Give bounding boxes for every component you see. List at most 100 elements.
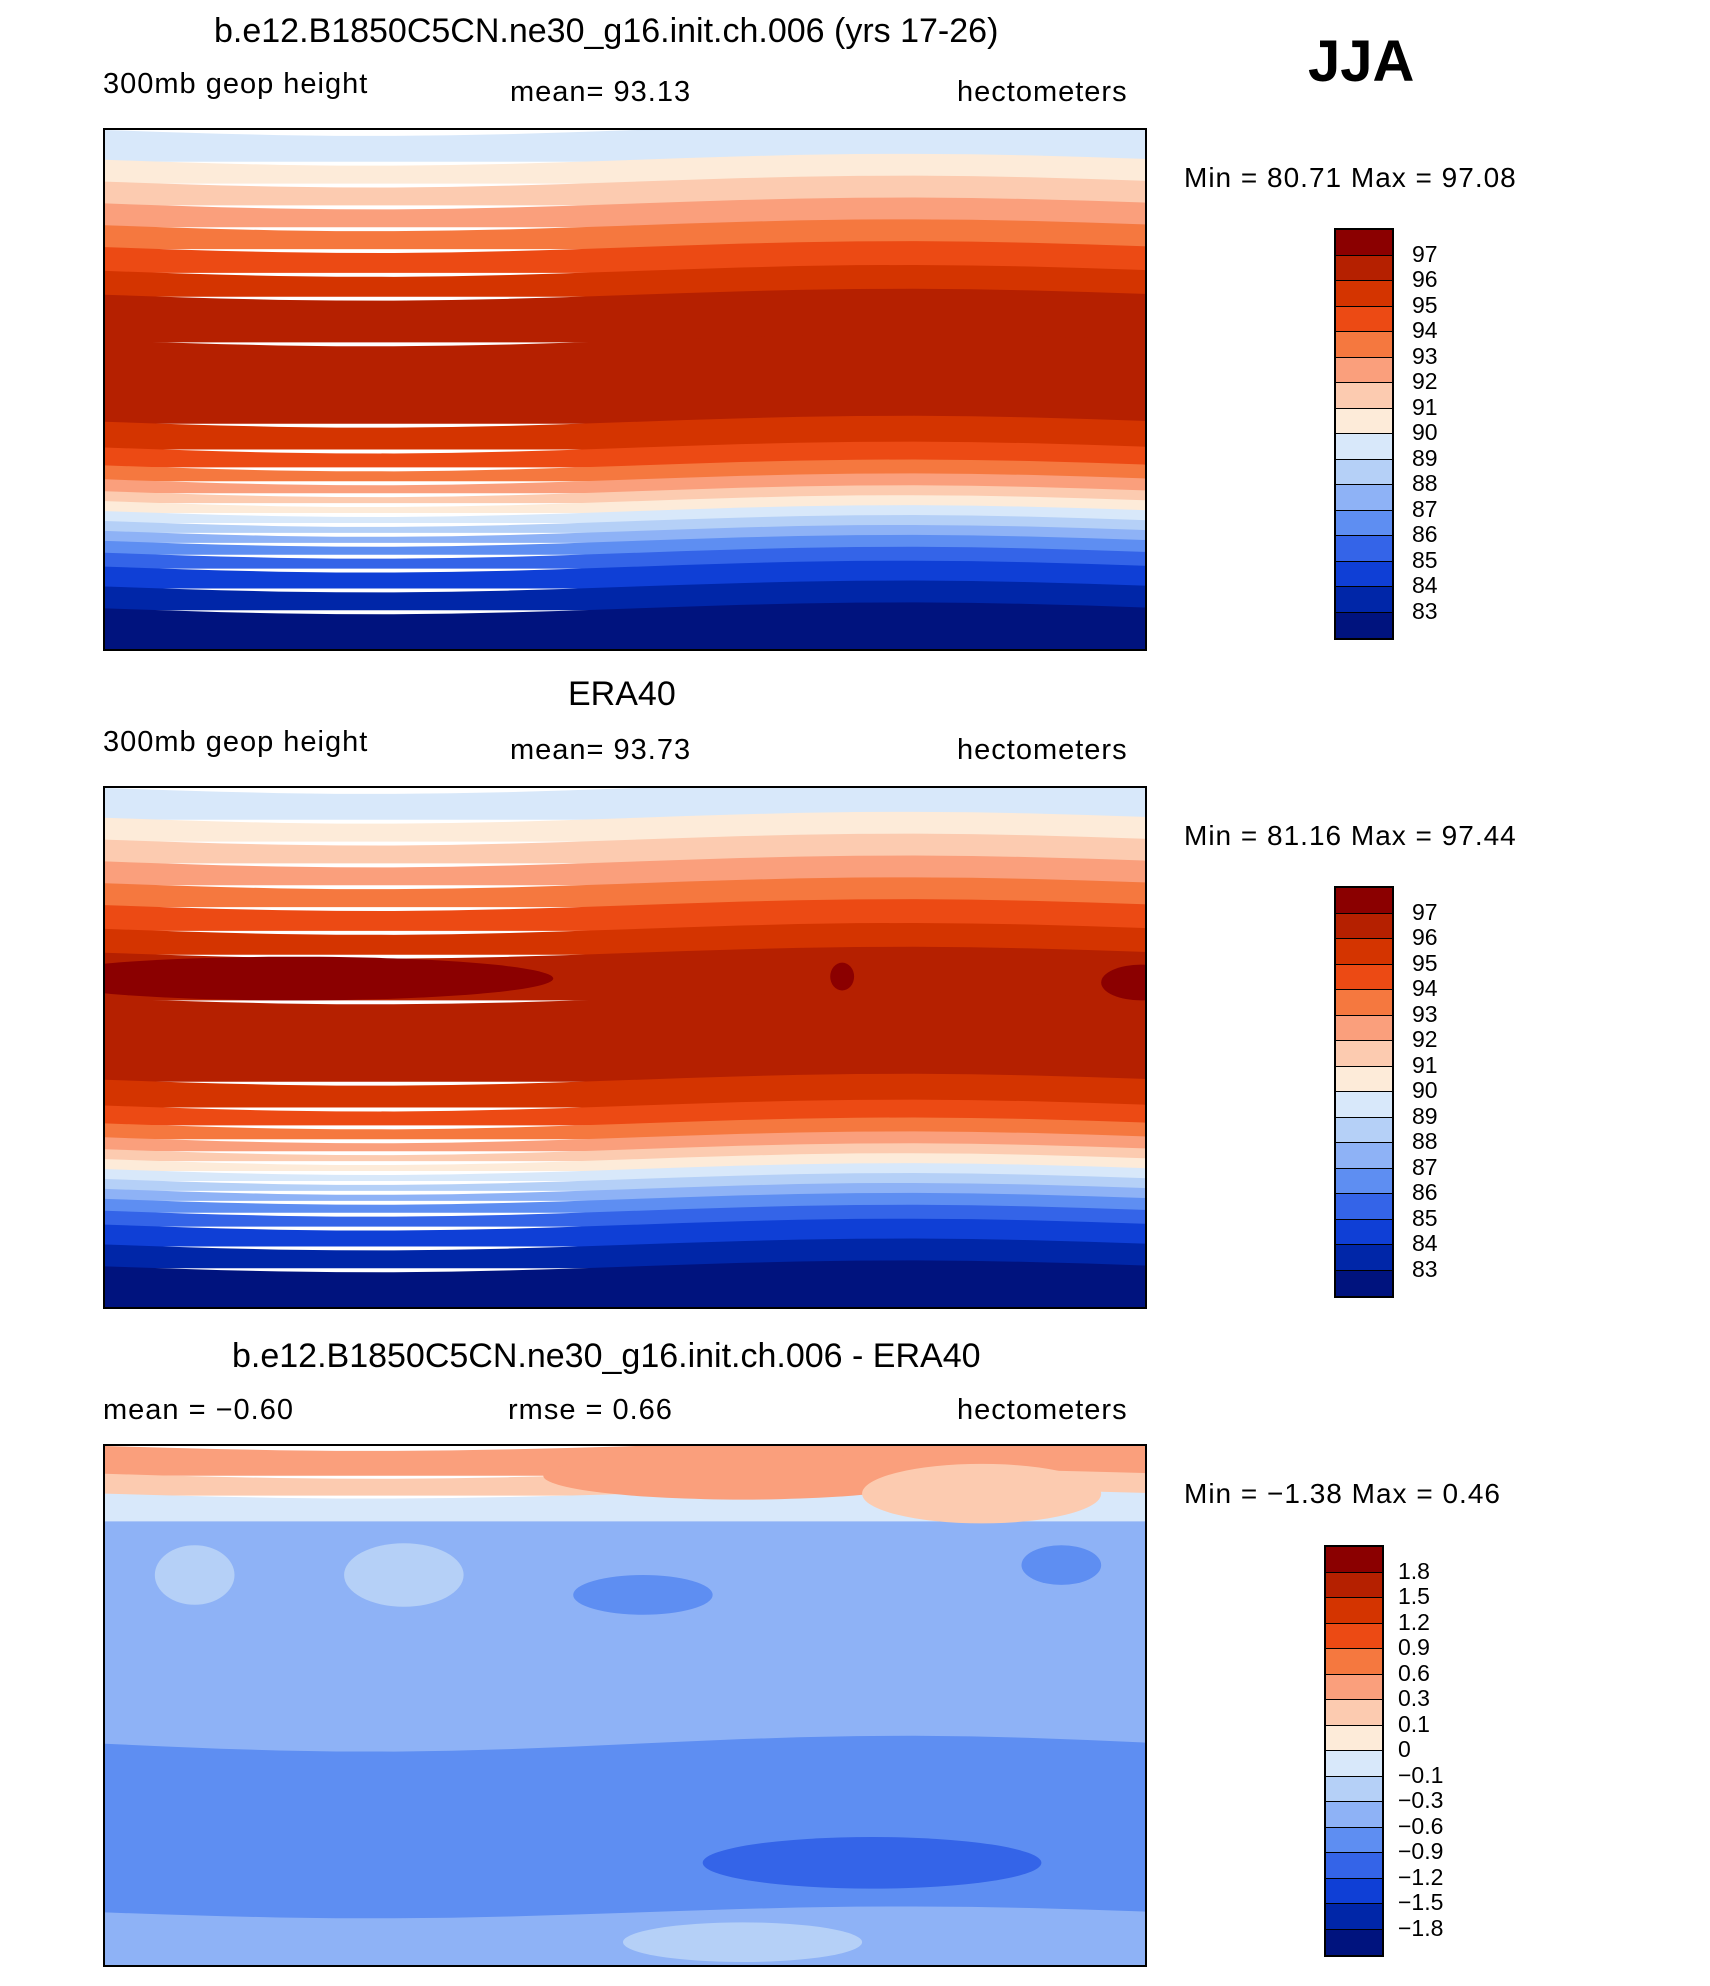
panel-1-variable-label: 300mb geop height [103,68,369,100]
contour-band [105,130,1145,162]
colorbar-label: 92 [1412,1026,1438,1052]
colorbar-label: 88 [1412,1128,1438,1154]
panel-2-title: ERA40 [568,675,676,713]
panel-3-colorbar [1324,1545,1384,1957]
colorbar-swatch [1336,536,1392,562]
contour-blob [543,1451,942,1500]
contour-band [105,334,1145,424]
contour-band [105,241,1145,273]
colorbar-label: 85 [1412,1204,1438,1231]
colorbar-label: −1.5 [1398,1889,1444,1915]
colorbar-swatch [1326,1751,1382,1777]
colorbar-swatch [1336,1015,1392,1041]
panel-3-units-label: hectometers [957,1394,1128,1426]
colorbar-swatch [1336,434,1392,460]
colorbar-label: 0 [1398,1736,1411,1762]
colorbar-label: 96 [1412,266,1438,292]
colorbar-swatch [1336,1041,1392,1067]
colorbar-label: 89 [1412,1102,1438,1129]
panel-3-map [103,1444,1147,1967]
colorbar-swatch [1326,1572,1382,1598]
colorbar-label: 92 [1412,368,1438,394]
colorbar-label: 94 [1412,975,1438,1001]
colorbar-label: 89 [1412,444,1438,471]
contour-blob [105,956,554,1001]
contour-blob [1021,1545,1102,1585]
contour-band [105,264,1145,297]
colorbar-swatch [1336,888,1392,914]
colorbar-swatch [1336,357,1392,383]
colorbar-label: −0.9 [1398,1838,1444,1864]
colorbar-swatch [1326,1623,1382,1649]
colorbar-swatch [1336,485,1392,511]
contour-blob [154,1545,235,1605]
panel-3-contour-field [105,1446,1145,1965]
colorbar-swatch [1336,230,1392,256]
panel-3-title: b.e12.B1850C5CN.ne30_g16.init.ch.006 - E… [232,1337,981,1375]
contour-band [105,1521,1145,1770]
colorbar-swatch [1336,1245,1392,1271]
colorbar-label: 87 [1412,1153,1438,1180]
colorbar-swatch [1336,459,1392,485]
colorbar-label: 83 [1412,1255,1438,1282]
contour-band [105,922,1145,955]
colorbar-swatch [1336,255,1392,281]
colorbar-label: 90 [1412,419,1438,445]
colorbar-swatch [1336,561,1392,587]
colorbar-swatch [1326,1827,1382,1853]
colorbar-label: 91 [1412,393,1438,420]
colorbar-label: 86 [1412,521,1438,547]
contour-blob [1101,964,1145,1001]
colorbar-swatch [1336,1270,1392,1296]
contour-blob [702,1836,1042,1889]
colorbar-label: 1.5 [1398,1583,1430,1609]
colorbar-swatch [1336,306,1392,332]
contour-band [105,288,1145,343]
colorbar-label: 93 [1412,342,1438,369]
colorbar-label: 83 [1412,597,1438,624]
contour-band [105,788,1145,820]
colorbar-swatch [1336,1194,1392,1220]
contour-band [105,415,1145,450]
panel-1-mean-label: mean= 93.13 [510,76,692,108]
colorbar-swatch [1326,1776,1382,1802]
colorbar-label: 0.1 [1398,1710,1430,1737]
colorbar-swatch [1326,1725,1382,1751]
season-label: JJA [1308,29,1415,94]
colorbar-label: 88 [1412,470,1438,496]
colorbar-swatch [1336,913,1392,939]
colorbar-swatch [1326,1547,1382,1573]
colorbar-swatch [1326,1853,1382,1879]
contour-blob [573,1575,713,1615]
colorbar-swatch [1336,587,1392,613]
colorbar-swatch [1336,408,1392,434]
colorbar-label: 1.8 [1398,1557,1430,1584]
colorbar-swatch [1326,1802,1382,1828]
colorbar-label: 95 [1412,949,1438,976]
panel-2-mean-label: mean= 93.73 [510,734,692,766]
contour-band [105,899,1145,931]
contour-band [105,992,1145,1082]
colorbar-swatch [1336,1117,1392,1143]
colorbar-swatch [1326,1878,1382,1904]
colorbar-swatch [1326,1904,1382,1930]
colorbar-label: 0.6 [1398,1659,1430,1686]
colorbar-swatch [1326,1700,1382,1726]
panel-2-map [103,786,1147,1309]
colorbar-swatch [1336,510,1392,536]
colorbar-swatch [1336,1066,1392,1092]
panel-3-mean-label: mean = −0.60 [103,1394,294,1426]
contour-band [105,1073,1145,1108]
panel-3-rmse-label: rmse = 0.66 [508,1394,673,1426]
colorbar-label: −1.8 [1398,1914,1444,1941]
colorbar-swatch [1336,612,1392,638]
colorbar-label: −0.6 [1398,1812,1444,1839]
panel-2-units-label: hectometers [957,734,1128,766]
colorbar-label: 93 [1412,1000,1438,1027]
colorbar-label: 95 [1412,291,1438,318]
colorbar-swatch [1336,1219,1392,1245]
contour-blob [344,1543,464,1607]
colorbar-label: 97 [1412,898,1438,925]
contour-blob [830,962,855,991]
contour-band [105,1260,1145,1307]
